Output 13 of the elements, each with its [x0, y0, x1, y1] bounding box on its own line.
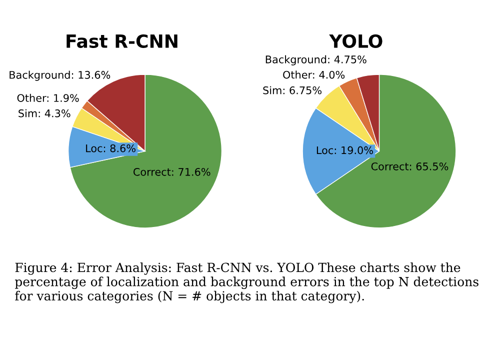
- slice-label: Other: 4.0%: [283, 70, 345, 79]
- slice-label: Loc: 19.0%: [316, 146, 373, 154]
- slice-label: Sim: 4.3%: [18, 109, 70, 118]
- slice-label: Background: 4.75%: [266, 55, 366, 66]
- slice-label: Sim: 6.75%: [263, 86, 322, 94]
- chart-title: YOLO: [329, 34, 382, 48]
- slice-label: Correct: 71.6%: [133, 168, 210, 176]
- caption: Figure 4: Error Analysis: Fast R-CNN vs. YOLO These charts show the percentage of localization and background errors in the top N detections for various categories (N = # objects in that category).: [15, 262, 478, 304]
- slice-label: Loc: 8.6%: [86, 144, 136, 152]
- slice-label: Background: 13.6%: [10, 70, 110, 81]
- chart-title: Fast R-CNN: [66, 34, 178, 48]
- slice-label: Other: 1.9%: [17, 94, 79, 102]
- slice-label: Correct: 65.5%: [371, 162, 448, 170]
